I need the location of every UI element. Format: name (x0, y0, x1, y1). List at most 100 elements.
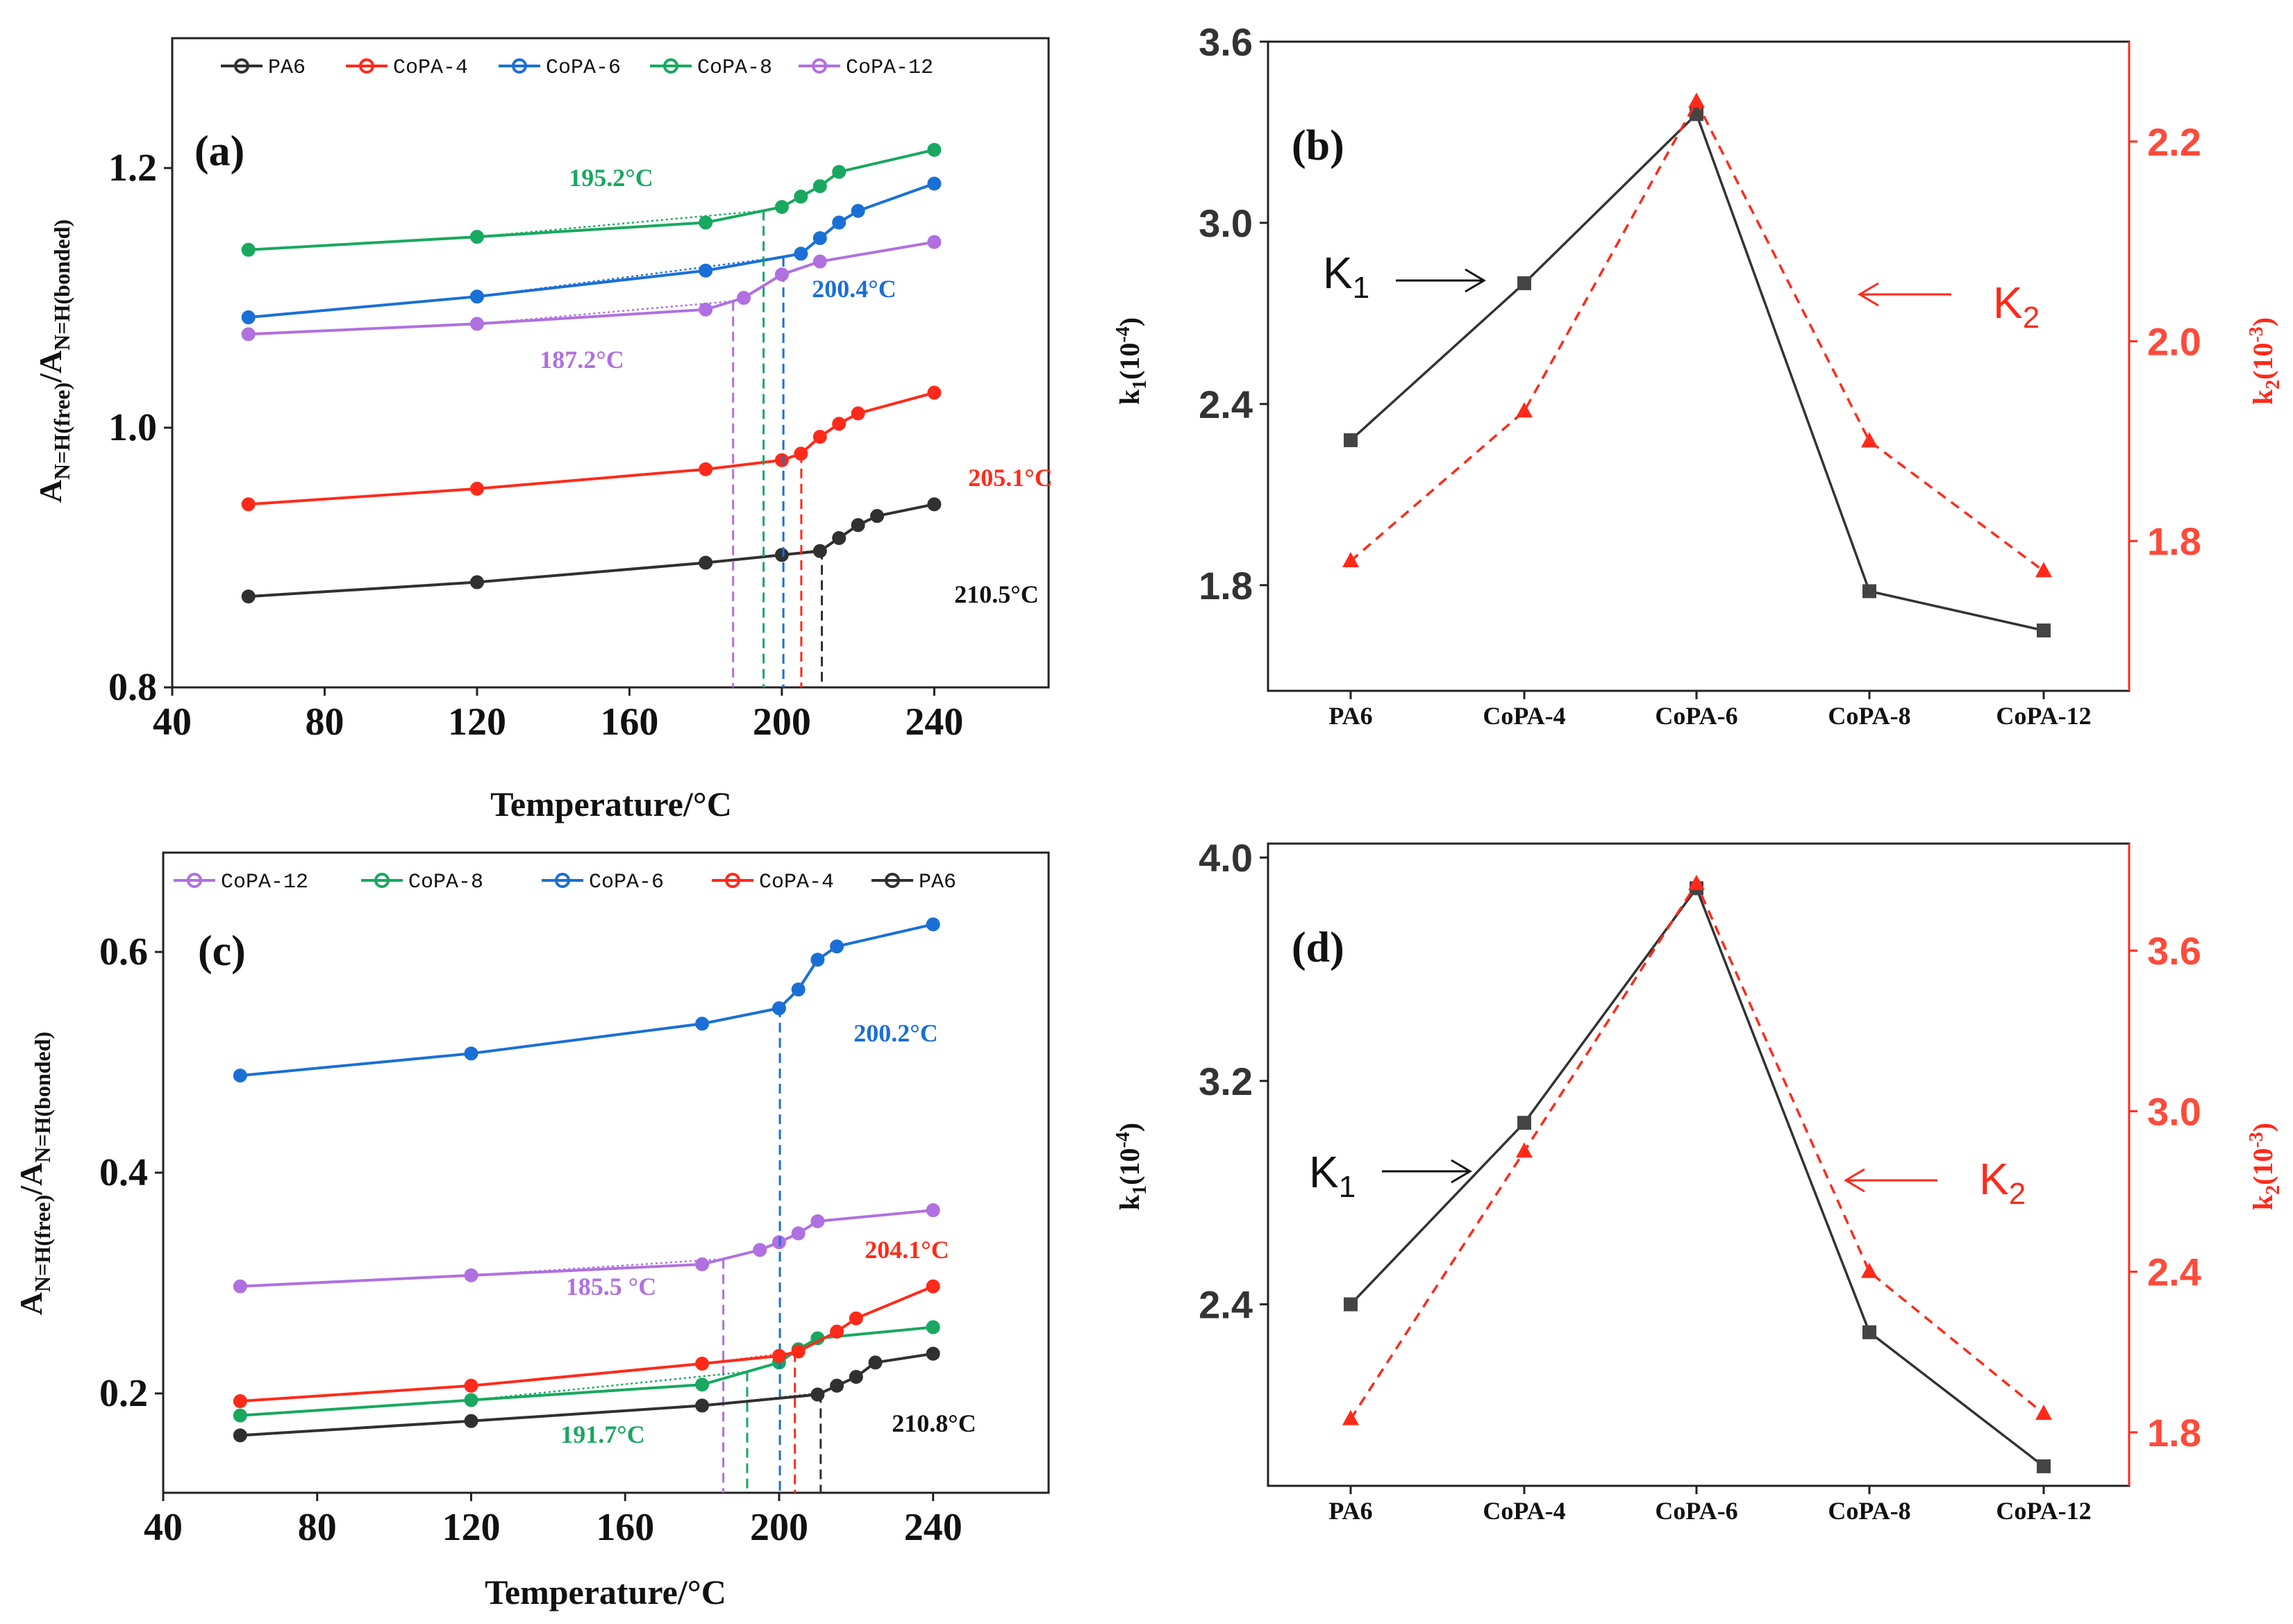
data-point-k2 (1688, 874, 1705, 890)
panel-label: (d) (1292, 924, 1344, 971)
data-point-copa-12 (241, 327, 256, 342)
data-point-pa6 (830, 1378, 844, 1393)
legend-label-copa-6: CoPA-6 (589, 871, 664, 894)
legend-marker-copa-8 (663, 58, 678, 74)
x-axis-ticks: PA6 CoPA-4 CoPA-6 CoPA-8 CoPA-12 (1328, 1486, 2092, 1525)
data-point-copa-8 (469, 230, 484, 244)
data-point-copa-4 (699, 462, 713, 476)
data-point-copa-12 (737, 291, 751, 305)
legend-label-copa-6: CoPA-6 (546, 56, 621, 80)
y-right-tick-label: 2.0 (2147, 320, 2201, 364)
series-line-copa-8 (240, 1325, 933, 1417)
legend-marker-copa-4 (725, 873, 740, 888)
y-axis-right-ticks: 1.8 2.0 2.2 (2129, 120, 2201, 563)
x-tick-label: PA6 (1328, 702, 1372, 730)
y-axis-ticks: 0.8 1.0 1.2 (108, 147, 172, 709)
data-point-copa-12 (699, 302, 713, 317)
y-tick-label: 1.0 (108, 406, 157, 449)
y-left-tick-label: 2.4 (1199, 383, 1253, 426)
data-point-copa-6 (794, 246, 808, 261)
data-point-copa-12 (927, 235, 942, 249)
y-axis-right-title: k2(10-3) (2246, 1123, 2284, 1210)
y-title-mid: /A (13, 1163, 49, 1196)
onset-label-copa-4: 204.1°C (865, 1236, 949, 1264)
data-point-k2 (2035, 1404, 2052, 1420)
data-point-copa-6 (233, 1069, 247, 1083)
data-point-pa6 (464, 1414, 478, 1428)
series-line-k1 (1349, 885, 2045, 1468)
y-left-unit: (10 (1114, 1148, 1145, 1185)
data-point-copa-4 (812, 430, 827, 444)
y-right-exp: -3 (2246, 1132, 2267, 1148)
onset-label-copa-6: 200.2°C (853, 1019, 937, 1047)
y-title-sub1: N=H(free) (49, 383, 74, 480)
k2-annotation: K2 (1979, 1154, 2026, 1211)
k2-sub: 2 (2009, 1177, 2026, 1211)
y-left-tick-label: 4.0 (1199, 836, 1253, 880)
data-point-copa-4 (241, 497, 256, 512)
legend-marker-pa6 (234, 58, 249, 74)
data-point-k2 (1688, 92, 1705, 108)
data-point-k2 (1516, 402, 1533, 418)
plot-area (1342, 874, 2052, 1473)
x-axis-title: Temperature/°C (490, 785, 732, 823)
y-left-k: k (1114, 1194, 1145, 1210)
x-tick-label: 240 (904, 1506, 962, 1549)
y-left-close: ) (1114, 1123, 1145, 1132)
legend-label-copa-8: CoPA-8 (408, 871, 483, 894)
y-left-tick-label: 1.8 (1199, 564, 1253, 608)
data-point-copa-12 (233, 1279, 247, 1294)
y-right-sub: 2 (2262, 1185, 2284, 1195)
k1-annotation: K1 (1323, 248, 1369, 305)
x-tick-label: CoPA-8 (1828, 1497, 1910, 1525)
y-title-sub2: N=H(bonded) (49, 219, 74, 351)
x-tick-label: 160 (596, 1506, 654, 1549)
y-axis-left-title: k1(10-4) (1112, 1123, 1151, 1210)
x-tick-label: CoPA-4 (1483, 1497, 1565, 1525)
plot-area: 185.5 °C 191.7°C 200.2°C 204.1°C 210.8°C (233, 917, 976, 1493)
y-right-unit: (10 (2247, 1148, 2278, 1185)
data-point-pa6 (927, 497, 942, 512)
y-axis-title: AN=H(free)/AN=H(bonded) (13, 1032, 55, 1315)
series-line-copa-4 (240, 1284, 934, 1403)
y-axis-ticks: 0.2 0.4 0.6 (99, 930, 163, 1415)
legend-marker-copa-12 (187, 873, 202, 888)
data-point-copa-12 (812, 254, 827, 269)
data-point-copa-8 (794, 190, 808, 204)
data-point-copa-6 (791, 982, 806, 997)
data-point-copa-12 (464, 1268, 478, 1282)
data-point-pa6 (868, 1355, 883, 1370)
data-point-k2 (1342, 1409, 1359, 1425)
k2-arrowhead (1844, 1168, 1865, 1193)
x-tick-label: 200 (750, 1506, 808, 1549)
data-point-copa-12 (791, 1226, 806, 1241)
y-left-exp: -4 (1112, 326, 1134, 342)
plot-area: 210.5°C 205.1°C 200.4°C 195.2°C 187.2°C (241, 142, 1053, 687)
plot-area (1342, 92, 2052, 638)
data-point-copa-4 (791, 1344, 806, 1359)
y-right-sub: 2 (2262, 380, 2284, 390)
y-axis-right-ticks: 1.8 2.4 3.0 3.6 (2129, 929, 2201, 1455)
data-point-k2 (1861, 1262, 1878, 1278)
data-point-copa-8 (695, 1378, 710, 1392)
y-right-unit: (10 (2247, 343, 2278, 380)
data-point-copa-8 (699, 215, 713, 230)
x-axis-ticks: 40 80 120 160 200 240 (144, 1493, 962, 1549)
data-point-copa-4 (695, 1357, 710, 1371)
x-axis-ticks: 40 80 120 160 200 240 (153, 687, 963, 744)
panel-label: (c) (198, 928, 246, 975)
y-left-tick-label: 3.0 (1199, 201, 1253, 245)
k1-sub: 1 (1339, 1170, 1356, 1204)
data-point-k2 (1516, 1142, 1533, 1158)
data-point-copa-8 (233, 1408, 247, 1423)
data-point-copa-8 (464, 1393, 478, 1407)
y-left-sub: 1 (1129, 380, 1151, 390)
y-left-k: k (1114, 389, 1145, 405)
data-point-copa-4 (233, 1394, 247, 1409)
x-tick-label: CoPA-4 (1483, 702, 1565, 730)
onset-label-copa-4: 205.1°C (968, 464, 1052, 492)
fit-line-copa-12 (471, 1258, 724, 1277)
x-tick-label: 40 (153, 701, 192, 744)
data-point-pa6 (233, 1428, 247, 1443)
x-tick-label: 200 (753, 701, 811, 744)
